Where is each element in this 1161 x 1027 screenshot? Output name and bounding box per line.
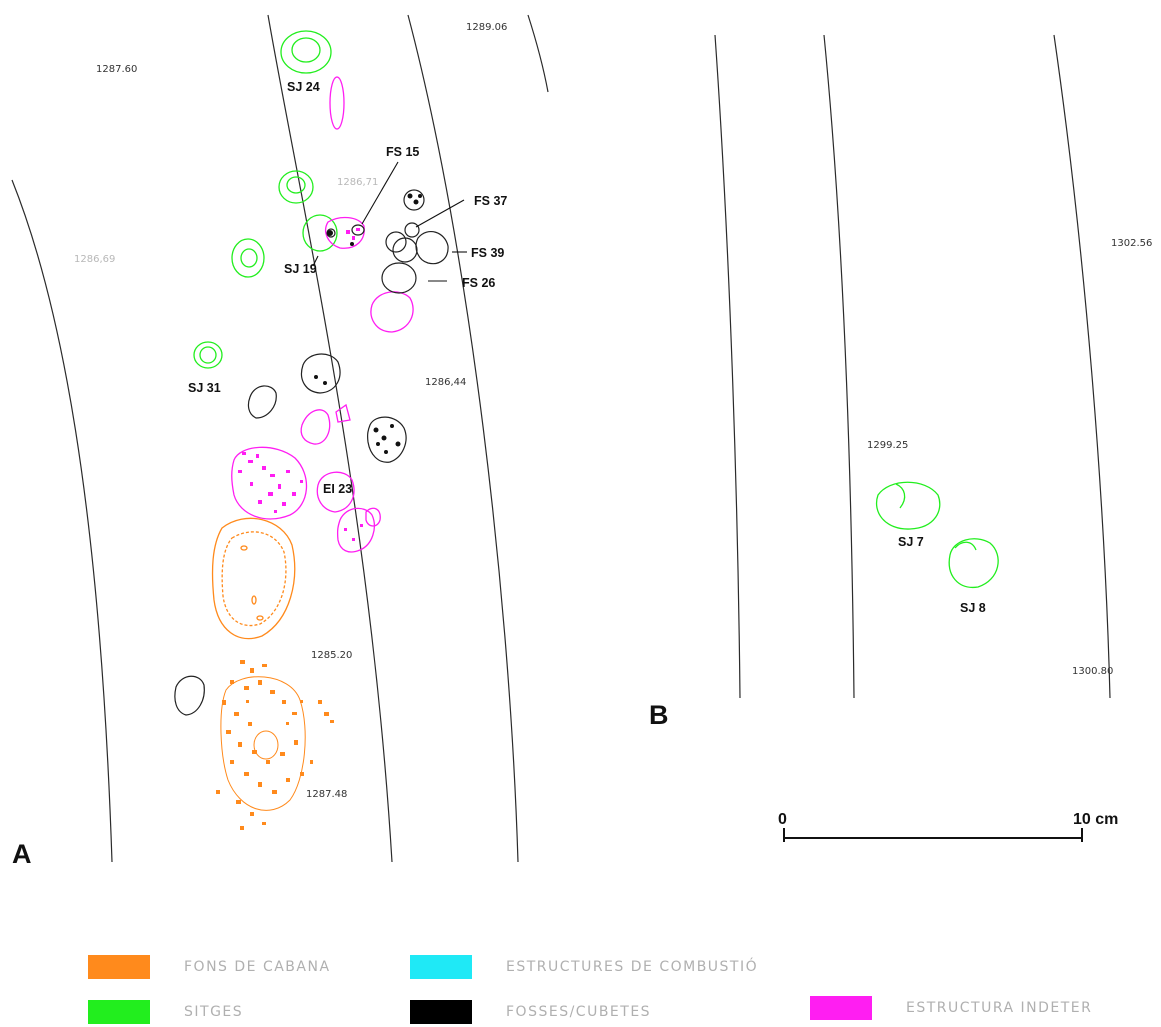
hut-floor-post [240, 545, 248, 551]
scale-bar [783, 828, 1083, 842]
indeterminate-structure [329, 76, 345, 130]
silo-sj24 [280, 30, 332, 74]
indeterminate-structure [325, 216, 365, 249]
silo-inner [240, 248, 258, 268]
feature-label-sj8: SJ 8 [960, 601, 986, 615]
silo-sj31-inner [199, 346, 217, 364]
leader-line-fs15 [361, 161, 399, 225]
pit [300, 353, 341, 394]
elevation-label: 1287.60 [96, 64, 137, 75]
panel-label-a: A [12, 839, 32, 869]
hut-floor-scatter-outline [220, 676, 306, 811]
pit-fill-pattern [314, 193, 422, 454]
trench-line [714, 34, 741, 699]
elevation-label: 1287.48 [306, 789, 347, 800]
indeterminate-structure [336, 507, 375, 553]
feature-label-sj19: SJ 19 [284, 262, 317, 276]
feature-label-ei23: EI 23 [323, 482, 352, 496]
hut-floor [211, 517, 296, 640]
feature-label-fs26: FS 26 [462, 276, 495, 290]
indeterminate-structure [335, 403, 351, 423]
pit-fs26 [381, 262, 417, 294]
trench-line [823, 34, 855, 699]
indeterminate-features [231, 76, 414, 553]
elevation-label: 1300.80 [1072, 666, 1113, 677]
leader-line-fs37 [415, 199, 465, 228]
elevation-label: 1286,44 [425, 377, 466, 388]
elevation-label: 1289.06 [466, 22, 507, 33]
feature-label-fs39: FS 39 [471, 246, 504, 260]
panel-a-trench-lines [11, 14, 549, 863]
silo-sj8 [948, 538, 999, 588]
scale-bar-end-label: 10 cm [1073, 811, 1118, 828]
feature-label-fs37: FS 37 [474, 194, 507, 208]
silo [231, 238, 265, 278]
elevation-label: 1302.56 [1111, 238, 1152, 249]
trench-line [1053, 34, 1111, 699]
silo [278, 170, 314, 204]
trench-line [527, 14, 549, 93]
leader-lines [312, 161, 467, 282]
silo-sj19 [302, 214, 338, 252]
indeterminate-structure [370, 291, 414, 333]
indeterminate-structure [300, 409, 331, 445]
silo-sj7 [876, 481, 941, 530]
feature-label-sj7: SJ 7 [898, 535, 924, 549]
pit-features [174, 189, 449, 716]
hut-floor-features [211, 517, 296, 640]
indeterminate-structure-ei23 [316, 471, 355, 513]
pit [174, 675, 205, 716]
trench-line [11, 179, 113, 863]
silo-sj8-inner [954, 541, 977, 551]
indeterminate-fill-pattern [238, 228, 363, 541]
pit-fs37 [404, 222, 420, 238]
indeterminate-structure [231, 446, 308, 520]
feature-label-fs15: FS 15 [386, 145, 419, 159]
hut-floor-post [251, 595, 257, 605]
pit [385, 231, 407, 253]
pit [392, 237, 418, 263]
pit [403, 189, 425, 211]
elevation-label: 1286,69 [74, 254, 115, 265]
hut-floor-post [256, 615, 264, 621]
silo-sj31 [193, 341, 223, 369]
sitges-features [193, 30, 999, 588]
feature-label-sj24: SJ 24 [287, 80, 320, 94]
trench-line [407, 14, 519, 863]
indeterminate-structure [365, 507, 381, 527]
pit [247, 385, 277, 419]
pit-fs39 [415, 230, 449, 265]
hut-floor-inner [221, 531, 287, 627]
trench-line [267, 14, 393, 863]
silo-sj24-inner [291, 37, 321, 63]
panel-b-trench-lines [714, 34, 1111, 699]
panel-label-b: B [649, 700, 669, 730]
elevation-label: 1286,71 [337, 177, 378, 188]
elevation-label: 1299.25 [867, 440, 908, 451]
silo-sj7-inner [895, 483, 906, 509]
pit [367, 416, 407, 463]
pit-fs15 [351, 224, 365, 236]
feature-label-sj31: SJ 31 [188, 381, 221, 395]
hut-floor-scatter [216, 660, 334, 830]
leader-line-sj19 [312, 255, 319, 267]
scale-bar-start-label: 0 [778, 811, 787, 828]
elevation-label: 1285.20 [311, 650, 352, 661]
silo-inner [286, 176, 306, 194]
